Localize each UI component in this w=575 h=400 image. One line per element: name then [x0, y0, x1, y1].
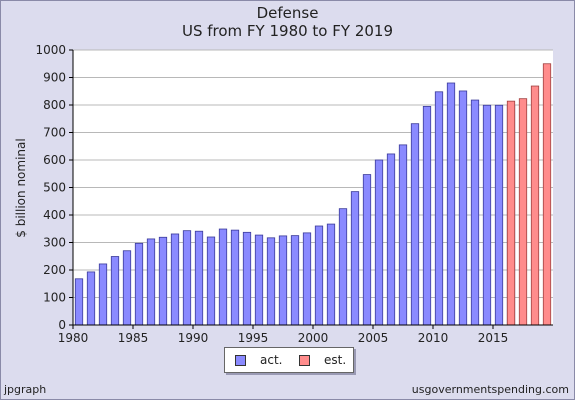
bar-actual	[350, 191, 360, 326]
x-tick-label: 1980	[58, 331, 89, 345]
bar-actual	[398, 144, 408, 326]
bar-actual	[374, 159, 384, 326]
y-tick-label: 800	[43, 98, 66, 112]
bar-actual	[314, 225, 324, 326]
x-tick-label: 1985	[118, 331, 149, 345]
bar-actual	[386, 153, 396, 326]
bar-actual	[98, 263, 108, 326]
bar-actual	[182, 230, 192, 326]
bar-actual	[410, 123, 420, 326]
chart-title: Defense	[256, 4, 319, 22]
y-tick-label: 100	[43, 291, 66, 305]
y-tick-label: 0	[58, 318, 66, 332]
y-tick-label: 900	[43, 71, 66, 85]
bar-actual	[302, 232, 312, 326]
credit-left: jpgraph	[4, 383, 47, 396]
x-tick-label: 1990	[178, 331, 209, 345]
bars-group	[74, 63, 552, 326]
bar-actual	[494, 104, 504, 326]
bar-estimate	[542, 63, 552, 326]
bar-actual	[146, 238, 156, 326]
bar-actual	[266, 237, 276, 326]
bar-actual	[482, 104, 492, 326]
bar-actual	[170, 233, 180, 326]
y-tick-labels: 0 100 200 300 400 500 600 700 800 900 1000	[35, 43, 73, 332]
bar-actual	[278, 235, 288, 326]
legend-swatch-estimate	[299, 354, 310, 366]
legend: act. est.	[224, 347, 354, 373]
bar-actual	[194, 230, 204, 326]
bar-actual	[290, 235, 300, 326]
x-tick-labels: 1980 1985 1990 1995 2000 2005 2010 2015	[58, 325, 509, 345]
y-tick-label: 600	[43, 153, 66, 167]
legend-label-actual: act.	[260, 353, 283, 367]
bar-actual	[446, 82, 456, 326]
bar-estimate	[530, 85, 540, 326]
bar-actual	[470, 99, 480, 326]
y-tick-label: 400	[43, 208, 66, 222]
x-tick-label: 2015	[478, 331, 509, 345]
bar-actual	[458, 90, 468, 326]
bar-actual	[134, 242, 144, 326]
bar-estimate	[518, 98, 528, 326]
x-tick-label: 2010	[418, 331, 449, 345]
bar-actual	[254, 234, 264, 326]
y-axis-label: $ billion nominal	[14, 138, 28, 237]
bar-actual	[362, 174, 372, 326]
legend-swatch-actual	[235, 354, 246, 366]
bar-actual	[326, 223, 336, 326]
legend-item-actual: act.	[235, 353, 282, 367]
bar-actual	[434, 91, 444, 326]
y-tick-label: 200	[43, 263, 66, 277]
y-tick-label: 500	[43, 181, 66, 195]
bar-actual	[122, 250, 132, 326]
bar-actual	[338, 208, 348, 326]
legend-label-estimate: est.	[324, 353, 347, 367]
y-tick-label: 700	[43, 126, 66, 140]
x-tick-label: 1995	[238, 331, 269, 345]
bar-actual	[422, 105, 432, 326]
bar-actual	[242, 231, 252, 326]
bar-actual	[110, 256, 120, 326]
bar-estimate	[506, 100, 516, 326]
credit-right: usgovernmentspending.com	[411, 383, 569, 396]
bar-actual	[230, 229, 240, 326]
y-tick-label: 1000	[35, 43, 66, 57]
bar-actual	[158, 236, 168, 326]
legend-item-estimate: est.	[299, 353, 346, 367]
bar-actual	[86, 271, 96, 326]
x-tick-label: 2005	[358, 331, 389, 345]
chart-subtitle: US from FY 1980 to FY 2019	[181, 22, 393, 40]
bar-actual	[218, 228, 228, 326]
bar-actual	[74, 278, 84, 326]
bar-actual	[206, 236, 216, 326]
y-tick-label: 300	[43, 236, 66, 250]
x-tick-label: 2000	[298, 331, 329, 345]
